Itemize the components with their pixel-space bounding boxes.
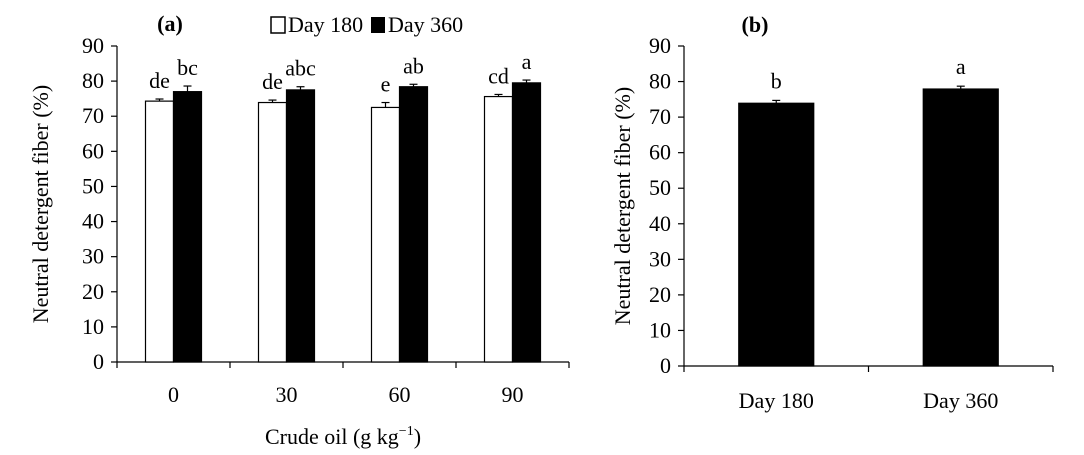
- x-axis-title-end: ): [414, 424, 421, 449]
- bar-day180: [483, 95, 514, 363]
- panel-a-label: (a): [157, 11, 183, 36]
- panel-a: (a) Day 180 Day 360 0102030405060708090 …: [28, 11, 570, 449]
- y-tick-label: 0: [660, 353, 671, 378]
- x-axis-title-sup: −1: [399, 424, 414, 439]
- bar-day180: [370, 106, 401, 363]
- significance-letter: de: [149, 68, 170, 93]
- bar-day180: [144, 100, 175, 363]
- y-tick-label: 60: [82, 138, 104, 163]
- legend: Day 180 Day 360: [270, 12, 463, 37]
- y-tick-label: 50: [82, 173, 104, 198]
- y-tick-label: 80: [82, 68, 104, 93]
- significance-letter: a: [522, 49, 532, 74]
- y-tick-label: 70: [82, 103, 104, 128]
- x-tick-label: 0: [168, 382, 179, 407]
- bar: [738, 102, 815, 367]
- bar-day360: [172, 91, 203, 363]
- significance-letter: b: [771, 68, 782, 93]
- y-tick-label: 10: [82, 314, 104, 339]
- y-axis-title: Neutral detergent fiber (%): [28, 85, 53, 323]
- y-axis-title: Neutral detergent fiber (%): [610, 87, 635, 325]
- x-tick-label: 30: [276, 382, 298, 407]
- significance-letter: abc: [285, 56, 316, 81]
- legend-swatch-day180: [270, 16, 286, 34]
- y-tick-label: 30: [82, 244, 104, 269]
- significance-letter: bc: [177, 55, 198, 80]
- legend-label-day180: Day 180: [288, 12, 363, 37]
- bar-day360: [398, 86, 429, 363]
- bar-day360: [285, 89, 316, 363]
- y-tick-label: 80: [649, 69, 671, 94]
- significance-letter: e: [381, 72, 391, 97]
- legend-swatch-day360: [371, 17, 385, 33]
- bar: [922, 88, 999, 367]
- y-tick-label: 40: [649, 211, 671, 236]
- y-tick-label: 30: [649, 246, 671, 271]
- bar-day360: [511, 82, 542, 363]
- panel-b: (b) 0 10 20 30 40 50 60 70 80 90 Day 180 Day 360 b…: [610, 12, 1054, 413]
- y-tick-label: 50: [649, 175, 671, 200]
- y-tick-label: 0: [93, 349, 104, 374]
- y-tick-label: 40: [82, 209, 104, 234]
- y-tick-label: 20: [649, 282, 671, 307]
- legend-label-day360: Day 360: [388, 12, 463, 37]
- panel-b-label: (b): [742, 12, 769, 37]
- significance-letter: ab: [403, 53, 424, 78]
- y-tick-label: 90: [649, 33, 671, 58]
- y-tick-label: 10: [649, 317, 671, 342]
- x-tick-label: 60: [389, 382, 411, 407]
- bar-day180: [257, 101, 288, 363]
- x-axis-title-main: Crude oil (g kg: [265, 424, 399, 449]
- significance-letter: de: [262, 69, 283, 94]
- x-tick-label: Day 180: [739, 388, 814, 413]
- y-tick-label: 20: [82, 279, 104, 304]
- x-tick-label: 90: [502, 382, 524, 407]
- y-tick-label: 90: [82, 33, 104, 58]
- y-tick-label: 70: [649, 104, 671, 129]
- x-axis-title: Crude oil (g kg−1): [265, 424, 421, 449]
- x-tick-label: Day 360: [923, 388, 998, 413]
- significance-letter: cd: [488, 63, 509, 88]
- y-tick-label: 60: [649, 140, 671, 165]
- significance-letter: a: [956, 54, 966, 79]
